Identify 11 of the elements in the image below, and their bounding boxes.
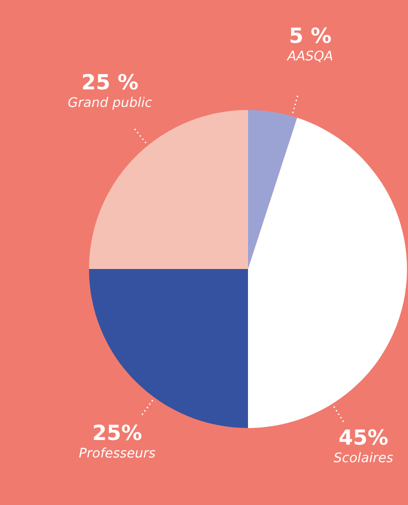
data-label: 25% [94,424,142,440]
slice-label: AASQA [286,50,332,62]
data-label: 5 % [290,27,331,44]
pie-slice [248,118,407,428]
slice-label: Scolaires [334,452,393,462]
pie-slice [89,110,248,269]
pie-slice [248,110,298,269]
data-label: 25 % [83,74,138,90]
slice-label: Professeurs [79,447,156,458]
slice-label: Grand public [68,96,152,110]
data-label: 45% [339,429,388,445]
